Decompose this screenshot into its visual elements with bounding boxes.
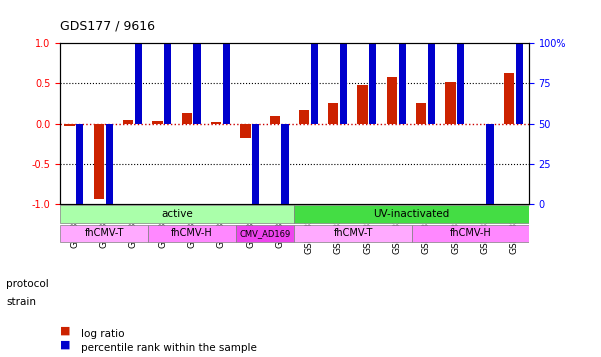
Bar [299,110,309,124]
FancyBboxPatch shape [60,225,148,242]
Bar [398,0,406,124]
Text: ■: ■ [60,326,70,336]
Bar [281,124,288,357]
Bar [94,124,104,199]
Bar [240,124,251,138]
Bar [153,121,163,124]
Bar [486,124,493,205]
FancyBboxPatch shape [236,225,294,242]
Bar [211,122,221,124]
Bar [135,0,142,124]
Text: fhCMV-T: fhCMV-T [84,228,124,238]
Bar [340,0,347,124]
Bar [369,0,376,124]
Text: ■: ■ [60,340,70,350]
Bar [457,0,465,124]
Bar [387,77,397,124]
Text: protocol: protocol [6,279,49,289]
Bar [164,0,171,124]
Bar [445,82,456,124]
FancyBboxPatch shape [148,225,236,242]
Bar [358,85,368,124]
Text: active: active [162,209,193,219]
Bar [106,124,113,357]
FancyBboxPatch shape [294,225,412,242]
Bar [516,0,523,124]
Text: fhCMV-H: fhCMV-H [450,228,491,238]
Bar [504,73,514,124]
Text: percentile rank within the sample: percentile rank within the sample [81,343,257,353]
FancyBboxPatch shape [294,205,529,223]
Bar [123,120,133,124]
Bar [311,0,318,124]
Bar [76,124,84,357]
Text: log ratio: log ratio [81,329,124,339]
Text: GDS177 / 9616: GDS177 / 9616 [60,19,155,32]
Bar [270,116,280,124]
Text: fhCMV-T: fhCMV-T [334,228,373,238]
Bar [252,124,259,357]
Bar [328,104,338,124]
Bar [428,0,435,124]
Bar [64,124,75,126]
Bar [416,104,426,124]
Bar [223,0,230,124]
Bar [194,0,201,124]
Text: strain: strain [6,297,36,307]
FancyBboxPatch shape [412,225,529,242]
FancyBboxPatch shape [60,205,294,223]
Bar [182,113,192,124]
Text: CMV_AD169: CMV_AD169 [240,229,291,238]
Text: UV-inactivated: UV-inactivated [374,209,450,219]
Text: fhCMV-H: fhCMV-H [171,228,213,238]
